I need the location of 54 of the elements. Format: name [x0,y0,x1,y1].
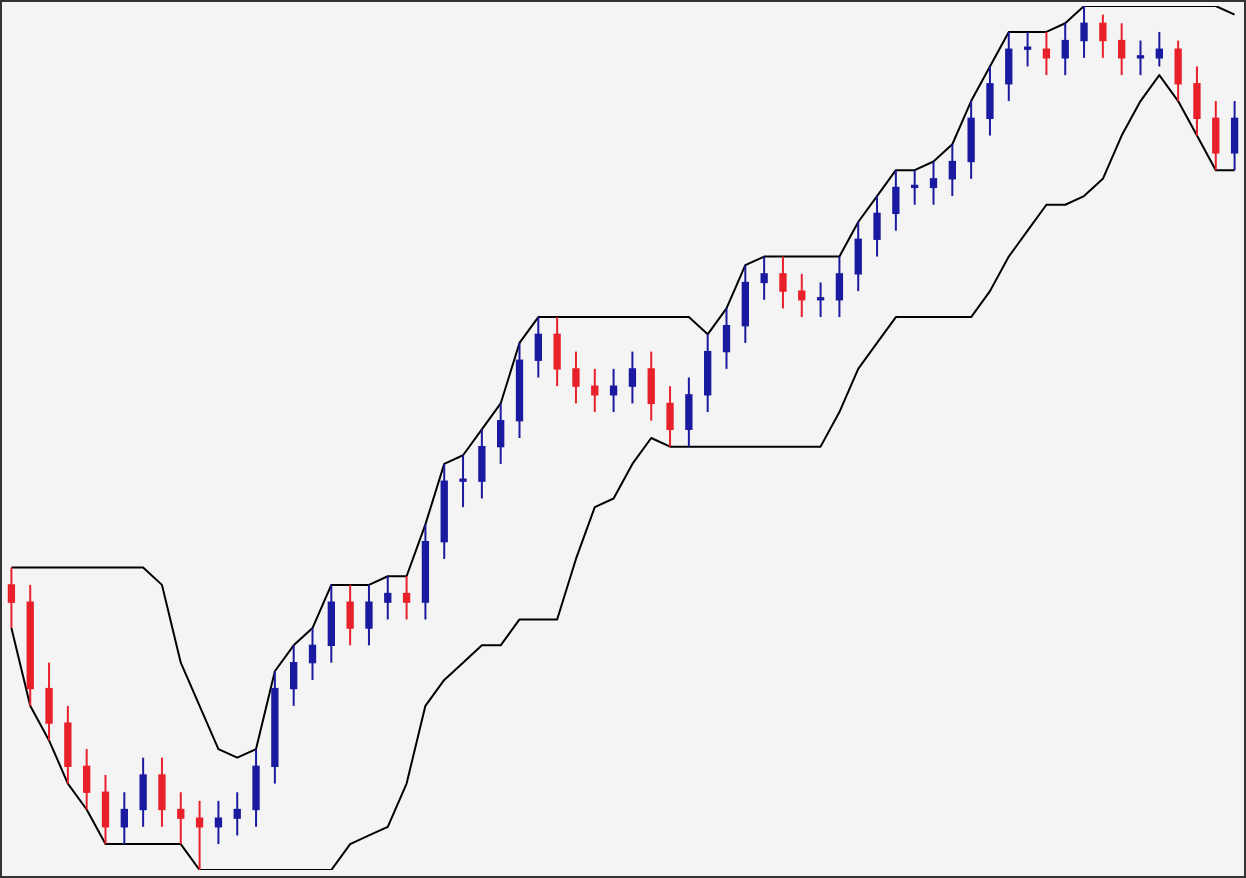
candlestick [741,264,749,344]
candlestick [892,169,900,232]
candlestick [1155,30,1163,68]
candlestick [666,385,674,448]
candlestick [986,65,994,137]
candlestick [572,350,580,405]
candlestick [1193,65,1201,137]
candlestick [120,791,128,846]
candlestick [83,748,91,811]
candlestick [1230,100,1239,172]
candlestick [158,756,166,828]
candlestick [365,583,373,647]
candlestick [1042,30,1051,77]
candlestick [798,272,806,319]
candlestick [1212,100,1220,172]
candlestick [685,376,693,448]
candlestick [139,756,147,828]
candlestick [497,402,505,465]
candlestick [779,255,787,310]
candlestick [7,566,16,630]
candlestick [704,333,712,414]
candlestick [1136,39,1145,77]
candlestick [553,316,561,388]
candlestick [967,100,975,180]
candlestick [1099,13,1107,59]
candlestick [45,661,53,742]
candlestick [308,627,317,681]
candlestick [1061,22,1069,77]
candlestick [252,748,260,828]
candlestick [177,791,185,846]
candlestick [327,583,335,664]
candlestick [647,350,655,422]
candlestick [402,575,411,621]
candlestick [1005,30,1013,103]
candlestick [873,195,881,258]
candlestick [478,428,486,500]
candlestick [1118,22,1126,77]
candlestick [929,160,938,206]
candlestick [722,307,731,370]
candlestick [290,644,298,707]
candlestick [101,773,110,846]
candlestick [1080,5,1088,59]
candlestick [854,221,862,293]
candlestick [1174,39,1182,103]
candlestick [534,316,542,379]
candlestick [760,255,768,301]
candlestick [459,454,467,509]
candlestick [384,575,392,621]
candlestick [835,255,844,319]
candlestick [628,350,637,405]
candlestick [233,791,241,837]
candlestick [948,143,956,198]
candlestick [346,583,354,647]
candlestick [64,704,72,785]
